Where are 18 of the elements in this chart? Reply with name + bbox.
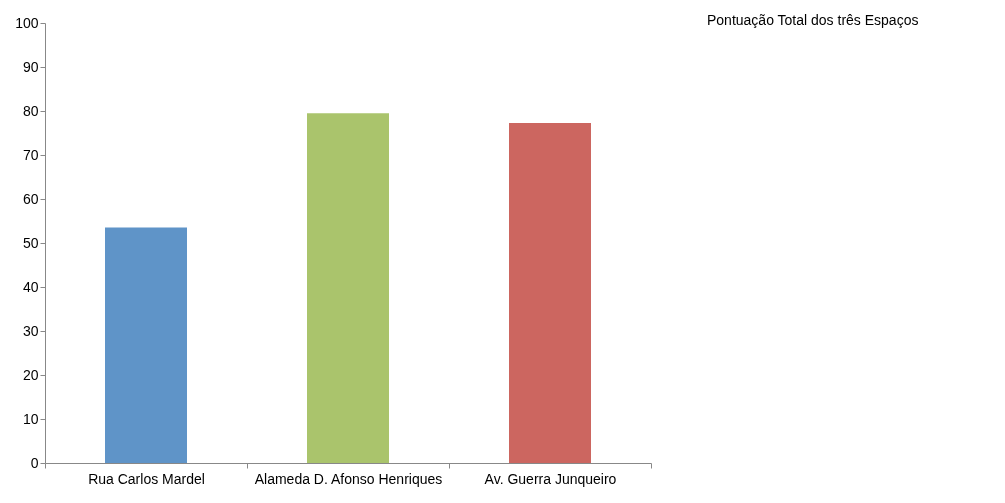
y-tick-label: 90 — [22, 58, 39, 75]
y-tick-label: 70 — [22, 146, 39, 163]
y-tick-label: 20 — [22, 366, 39, 383]
y-tick-label: 60 — [22, 190, 39, 207]
y-tick-label: 30 — [22, 322, 39, 339]
text: Pontuação Total dos três Espaços — [707, 12, 919, 28]
bar — [509, 122, 591, 463]
x-tick-label: Alameda D. Afonso Henriques — [254, 470, 443, 487]
y-tick-label: 0 — [30, 454, 39, 471]
bar — [307, 113, 389, 463]
y-tick-label: 50 — [22, 234, 39, 251]
x-tick-label: Av. Guerra Junqueiro — [484, 470, 617, 487]
y-tick-label: 10 — [22, 410, 39, 427]
bar — [105, 227, 187, 463]
y-tick-label: 80 — [22, 102, 39, 119]
x-tick-label: Rua Carlos Mardel — [88, 470, 205, 487]
y-tick-label: 100 — [15, 14, 39, 31]
y-tick-label: 40 — [22, 278, 39, 295]
